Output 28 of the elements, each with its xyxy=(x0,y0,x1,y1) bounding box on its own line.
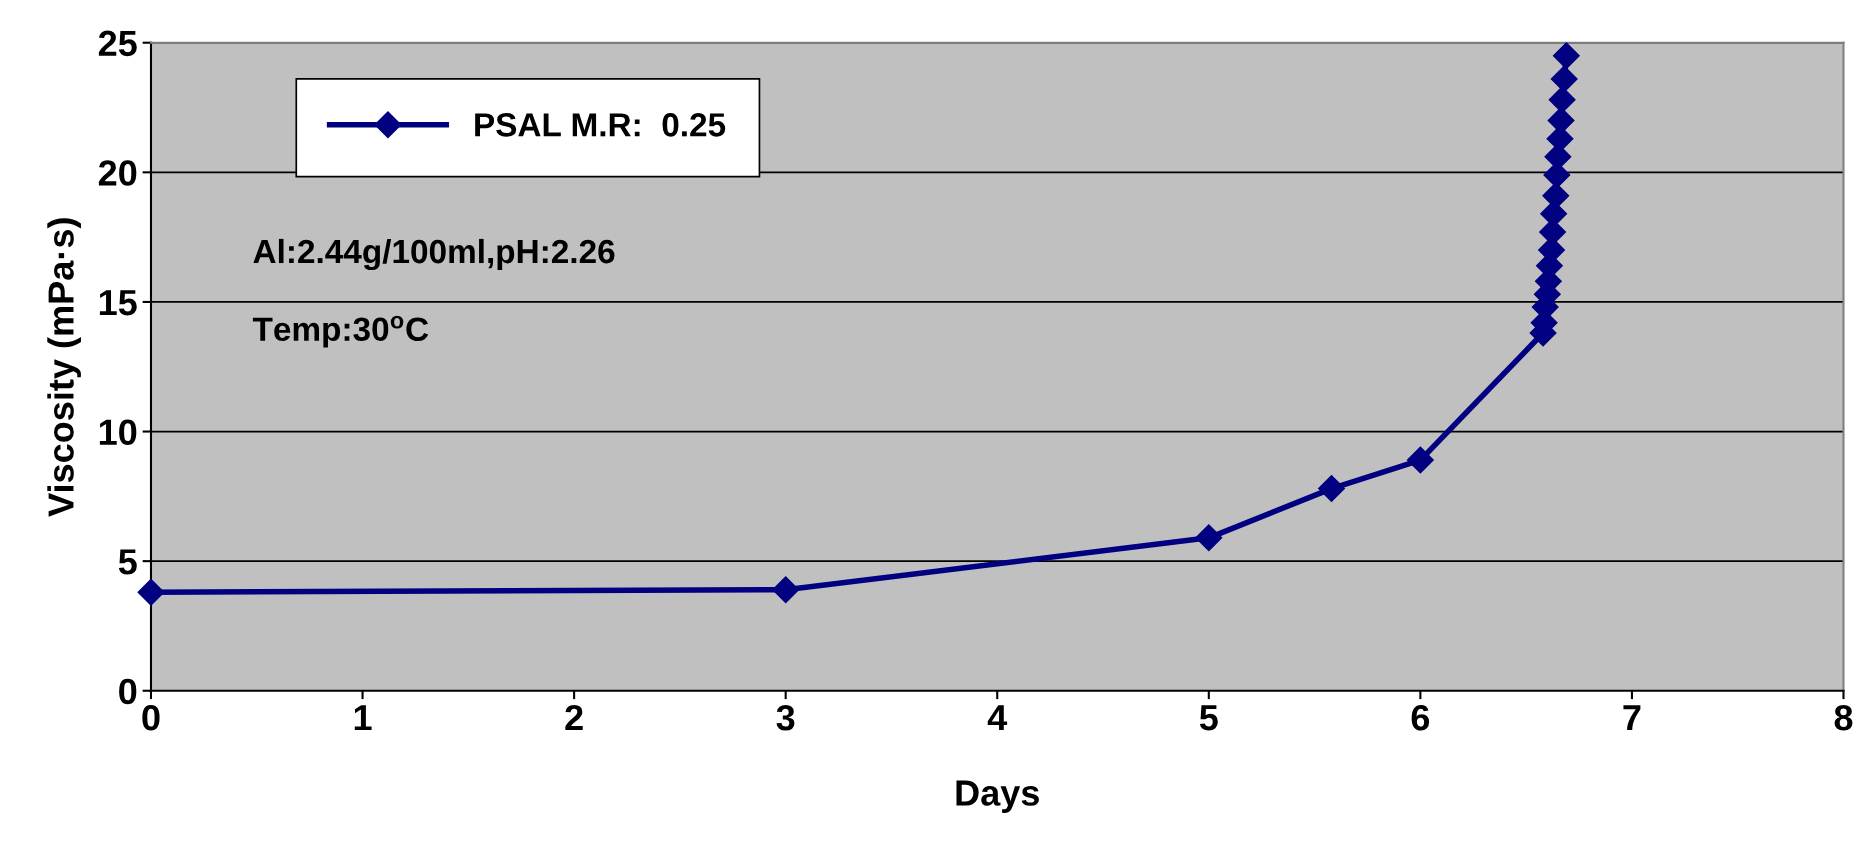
x-axis-title: Days xyxy=(956,780,1039,813)
point xyxy=(1548,86,1576,114)
point xyxy=(1406,446,1434,474)
y-tick-label: 10 xyxy=(99,419,137,445)
y-tick-label: 25 xyxy=(98,30,137,57)
x-tick-label: 8 xyxy=(1834,704,1853,731)
x-tick-label: 4 xyxy=(987,705,1008,731)
x-tick-label: 3 xyxy=(776,704,795,731)
annotation: Temp:30$^{o}$C xyxy=(252,315,429,348)
point xyxy=(1195,524,1223,552)
point xyxy=(1318,475,1345,503)
x-tick-label: 7 xyxy=(1623,705,1641,731)
y-axis-title: Viscosity (mPa·s) xyxy=(47,218,81,517)
x-tick-label: 5 xyxy=(1199,705,1218,731)
x-tick-label: 0 xyxy=(142,704,160,731)
point xyxy=(1550,65,1578,93)
x-tick-label: 1 xyxy=(354,705,372,731)
point xyxy=(772,576,800,604)
legend-label: PSAL M.R: 0.25 xyxy=(475,113,726,137)
x-tick-label: 6 xyxy=(1411,704,1430,731)
y-tick-label: 5 xyxy=(118,549,137,575)
point xyxy=(1552,42,1580,70)
annotation: Al:2.44g/100ml,pH:2.26 xyxy=(253,238,615,271)
y-tick-label: 15 xyxy=(99,290,137,316)
y-tick-label: 0 xyxy=(119,678,137,705)
point xyxy=(137,578,165,606)
y-tick-label: 20 xyxy=(98,160,137,186)
x-tick-label: 2 xyxy=(565,704,583,731)
